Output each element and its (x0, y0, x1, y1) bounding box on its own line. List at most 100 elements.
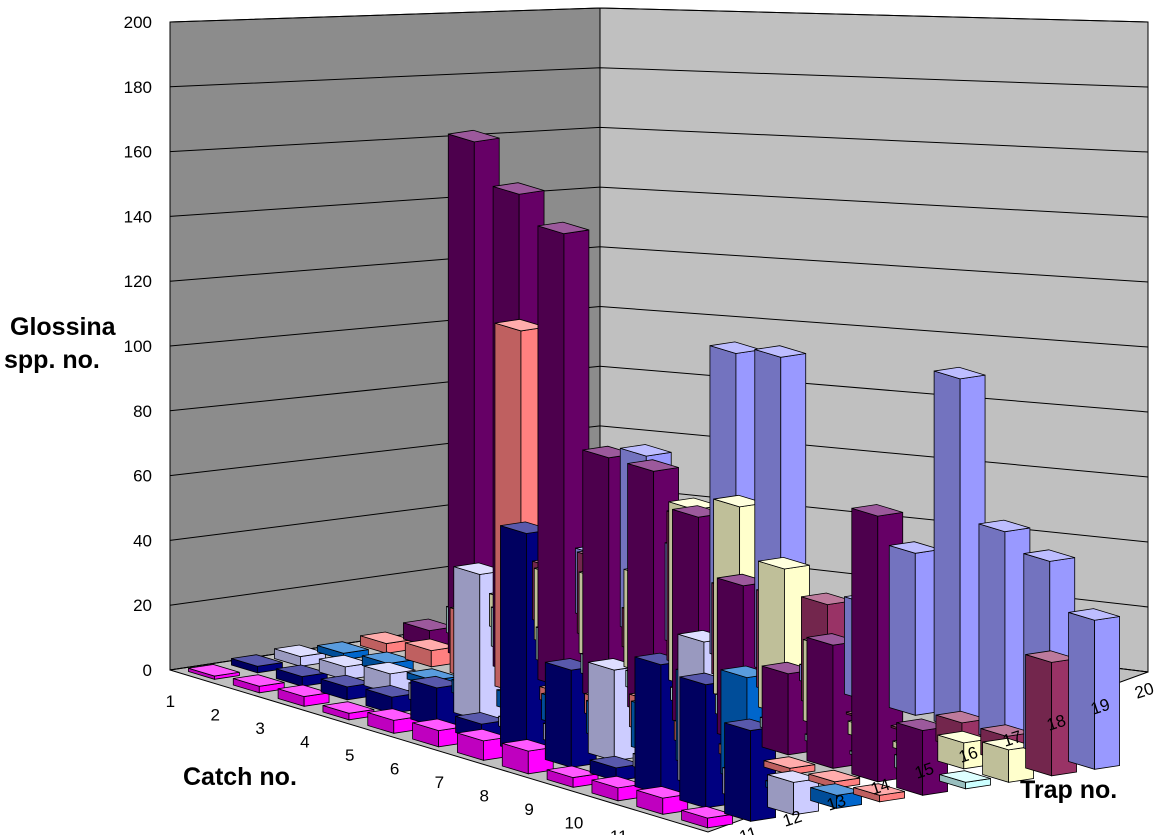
bar (231, 654, 283, 674)
bar (277, 684, 330, 707)
catch-tick-label: 1 (166, 692, 175, 711)
bar-side-face (500, 525, 527, 755)
bar (853, 783, 905, 803)
bar-side-face (978, 523, 1006, 743)
bar-top-face (853, 783, 905, 796)
bar (360, 631, 412, 654)
bar-top-face (448, 129, 500, 143)
bar (232, 674, 285, 694)
bar-front-face (1094, 616, 1120, 770)
trap-tick-label: 13 (824, 791, 848, 815)
trap-tick-label: 15 (912, 759, 936, 783)
bar-top-face (763, 756, 816, 769)
bar-top-face (317, 641, 369, 654)
bar-side-face (1068, 611, 1096, 770)
bar-top-face (1068, 608, 1120, 621)
trap-tick-label: 18 (1044, 711, 1068, 735)
gridline (169, 126, 1149, 153)
bar-side-face (537, 225, 565, 688)
y-tick-labels: 0 20 40 60 80 100 120 140 160 180 200 (124, 13, 152, 680)
trap-tick-label: 14 (868, 775, 892, 799)
y-tick-label: 180 (124, 78, 152, 97)
catch-tick-label: 6 (390, 759, 399, 778)
bar-top-face (933, 366, 986, 380)
catch-tick-label: 7 (435, 773, 444, 792)
bar (939, 770, 991, 790)
bar (888, 541, 941, 716)
trap-tick-label: 16 (956, 743, 980, 767)
bar-top-face (233, 674, 285, 687)
catch-tick-label: 5 (345, 746, 354, 765)
y-tick-label: 120 (124, 272, 152, 291)
bar (636, 786, 689, 815)
bar-side-face (453, 566, 481, 721)
bar (274, 644, 326, 667)
bar (978, 519, 1031, 743)
trap-tick-label: 19 (1088, 695, 1112, 719)
trap-tick-label: 12 (780, 807, 804, 831)
z-axis-title: Trap no. (1020, 776, 1117, 804)
bar-top-face (188, 664, 240, 677)
bar-top-face (537, 221, 590, 235)
bar (537, 221, 590, 688)
y-tick-label: 160 (124, 143, 152, 162)
catch-tick-label: 3 (255, 719, 264, 738)
bar-side-face (544, 661, 572, 768)
gridline (169, 246, 1149, 283)
bar-side-face (851, 507, 879, 783)
bar-side-face (587, 661, 615, 762)
bar-top-face (808, 769, 860, 783)
gridline (169, 67, 1149, 88)
bar-top-face (1023, 549, 1075, 562)
y-tick-label: 60 (133, 467, 152, 486)
bar (404, 638, 457, 668)
y-tick-label: 20 (133, 596, 152, 615)
trap-tick-label: 17 (1000, 727, 1024, 751)
gridline (169, 305, 1149, 348)
bar-side-face (761, 665, 789, 756)
bar-side-face (888, 544, 916, 716)
bar-top-face (754, 345, 806, 358)
bar-top-face (492, 182, 545, 195)
y-tick-label: 100 (124, 337, 152, 356)
trap-tick-label: 20 (1132, 679, 1156, 703)
bar-top-face (851, 504, 903, 517)
y-tick-label: 140 (124, 207, 152, 226)
y-axis-title-line2: spp. no. (4, 346, 100, 374)
trap-tick-labels: 11 12 13 14 15 16 17 18 19 20 (737, 679, 1156, 835)
bar-top-face (363, 661, 416, 675)
bar-top-face (627, 459, 679, 472)
y-tick-label: 80 (133, 402, 152, 421)
bar-side-face (679, 676, 707, 809)
bar-side-face (806, 636, 834, 769)
gridline (169, 186, 1149, 218)
catch-tick-label: 8 (480, 786, 489, 805)
bar (1068, 608, 1120, 770)
y-tick-label: 0 (143, 661, 152, 680)
y-axis-title-line1: Glossina (10, 313, 117, 341)
catch-tick-label: 11 (610, 827, 628, 835)
gridline (169, 7, 1149, 23)
bar-top-face (231, 654, 283, 667)
catch-tick-label: 9 (524, 800, 533, 819)
bar-side-face (933, 370, 961, 730)
bar (188, 664, 240, 680)
x-axis-title: Catch no. (183, 763, 297, 791)
bar-side-face (724, 722, 752, 822)
y-tick-label: 200 (124, 13, 152, 32)
bar-top-face (939, 770, 991, 783)
trap-tick-label: 11 (737, 823, 760, 835)
catch-tick-label: 10 (564, 813, 583, 832)
bar-top-face (978, 519, 1031, 533)
y-tick-label: 40 (133, 531, 152, 550)
bar-top-face (322, 701, 375, 714)
bar (933, 366, 986, 730)
bar-top-face (758, 556, 810, 570)
bar-side-face (634, 656, 662, 795)
catch-tick-label: 4 (300, 732, 309, 751)
bar-side-face (896, 722, 924, 796)
bar-top-face (620, 444, 672, 457)
catch-tick-label: 2 (211, 705, 220, 724)
